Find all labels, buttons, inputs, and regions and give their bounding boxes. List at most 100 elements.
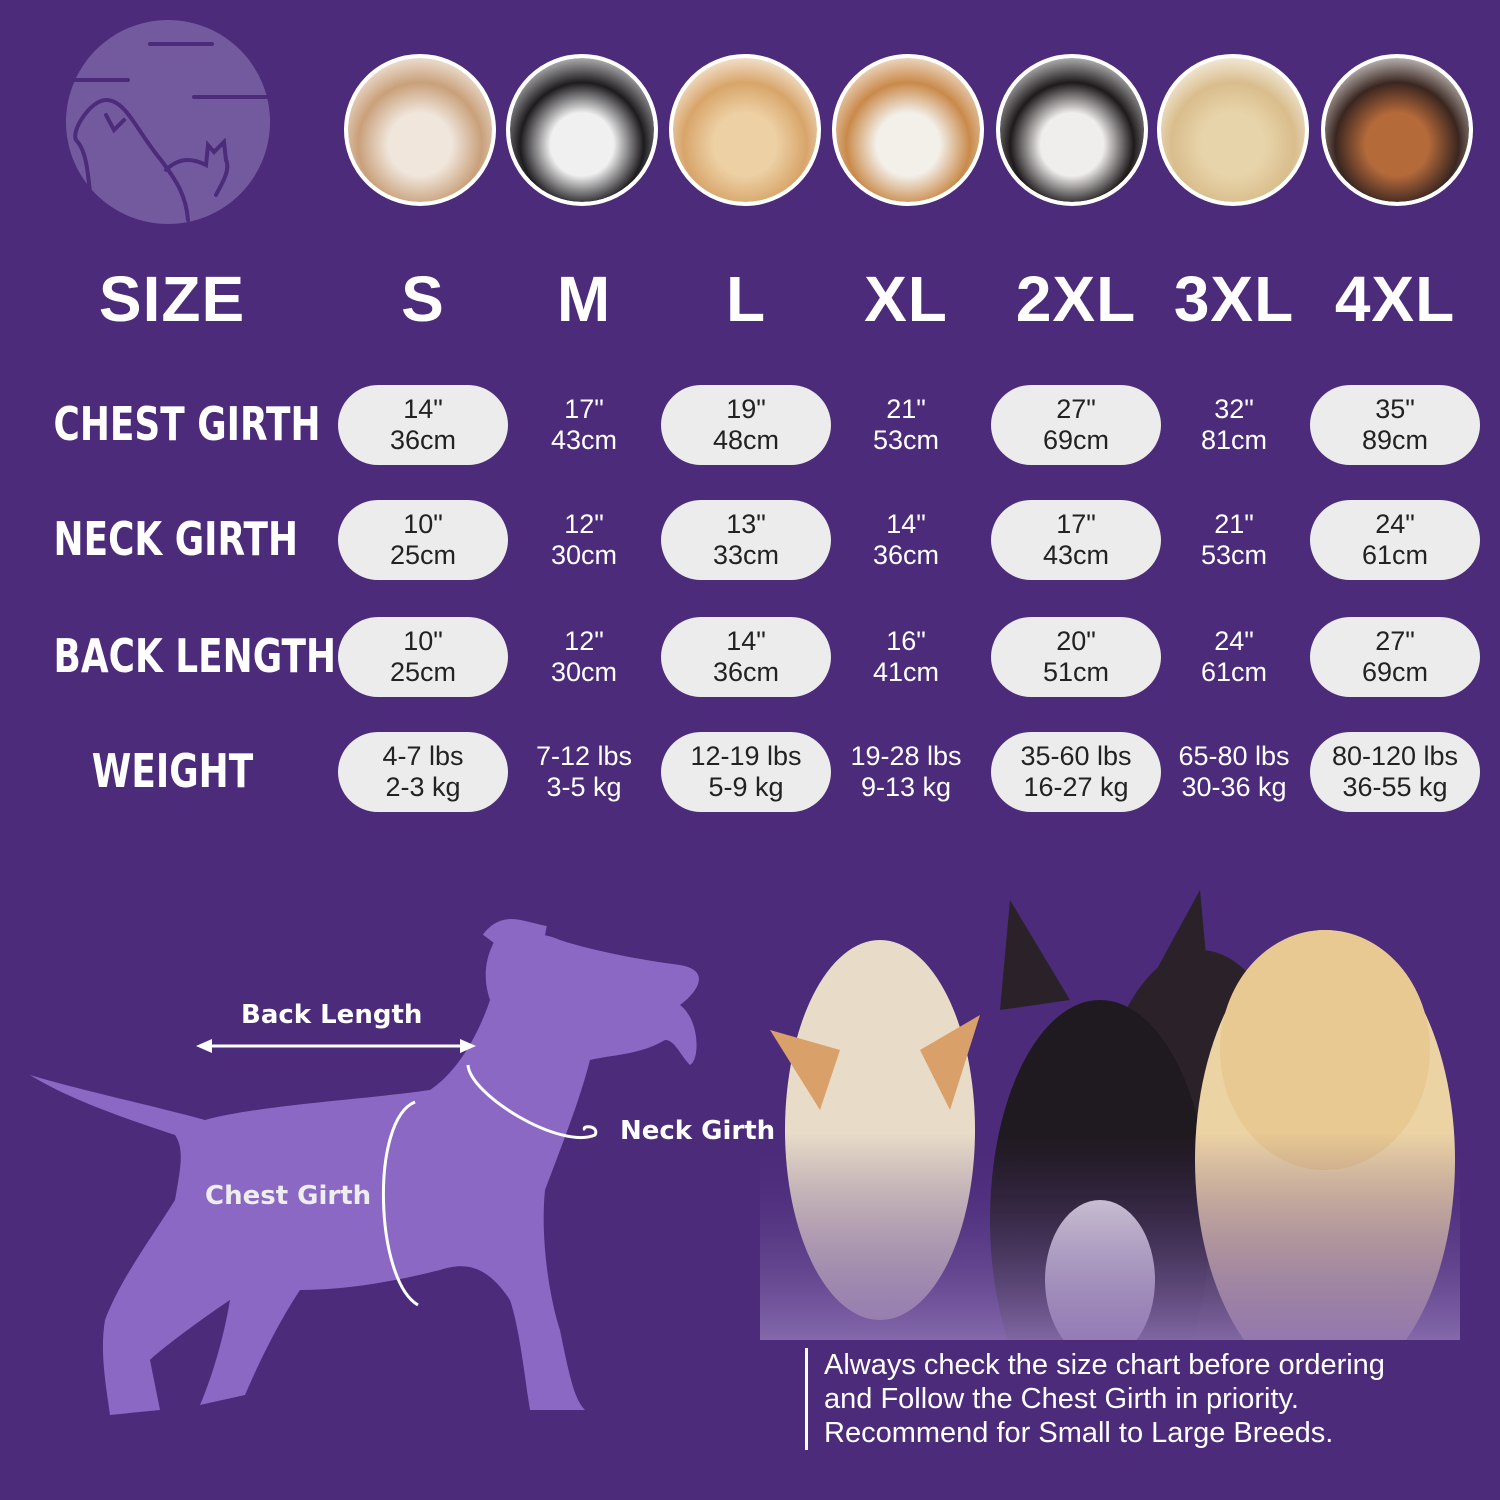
dog-and-cat-logo-icon xyxy=(66,20,270,224)
cell-value: 7-12 lbs xyxy=(535,741,633,771)
cell-value: 13" xyxy=(726,509,766,539)
size-header-2xl: 2XL xyxy=(1015,263,1137,335)
row-label-neck-girth: NECK GIRTH xyxy=(53,512,299,566)
size-cell: 14" 36cm xyxy=(338,385,508,465)
cell-value: 5-9 kg xyxy=(708,772,784,802)
breed-photo-labrador xyxy=(1157,54,1309,206)
size-cell: 32" 81cm xyxy=(1149,385,1319,465)
breed-photo-doberman xyxy=(1321,54,1473,206)
dog-silhouette xyxy=(30,934,699,1415)
three-dogs-photo xyxy=(760,880,1460,1340)
size-header-3xl: 3XL xyxy=(1173,263,1295,335)
cell-value: 19" xyxy=(726,394,766,424)
cell-value: 69cm xyxy=(1361,657,1429,687)
size-cell: 24" 61cm xyxy=(1149,617,1319,697)
size-cell: 27" 69cm xyxy=(1310,617,1480,697)
cell-value: 48cm xyxy=(712,425,780,455)
cell-value: 24" xyxy=(1214,626,1254,656)
cell-value: 10" xyxy=(403,626,443,656)
size-header-m: M xyxy=(556,263,612,335)
cell-value: 4-7 lbs xyxy=(382,741,464,771)
neck-girth-label: Neck Girth xyxy=(620,1116,776,1146)
cell-value: 17" xyxy=(564,394,604,424)
cell-value: 43cm xyxy=(550,425,618,455)
size-cell: 35" 89cm xyxy=(1310,385,1480,465)
size-cell: 19" 48cm xyxy=(661,385,831,465)
size-cell: 17" 43cm xyxy=(499,385,669,465)
cell-value: 36cm xyxy=(712,657,780,687)
cell-value: 17" xyxy=(1056,509,1096,539)
cell-value: 14" xyxy=(726,626,766,656)
size-cell: 24" 61cm xyxy=(1310,500,1480,580)
size-cell: 10" 25cm xyxy=(338,617,508,697)
breed-photo-border-collie xyxy=(996,54,1148,206)
cell-value: 33cm xyxy=(712,540,780,570)
cell-value: 30cm xyxy=(550,657,618,687)
row-label-back-length: BACK LENGTH xyxy=(53,629,337,683)
cell-value: 19-28 lbs xyxy=(850,741,962,771)
cell-value: 61cm xyxy=(1361,540,1429,570)
cell-value: 65-80 lbs xyxy=(1178,741,1290,771)
cell-value: 25cm xyxy=(389,657,457,687)
size-cell: 10" 25cm xyxy=(338,500,508,580)
row-label-weight: WEIGHT xyxy=(91,744,254,798)
cell-value: 12" xyxy=(564,626,604,656)
size-note: Always check the size chart before order… xyxy=(805,1348,1385,1450)
cell-value: 69cm xyxy=(1042,425,1110,455)
size-header-l: L xyxy=(725,263,767,335)
size-cell: 35-60 lbs 16-27 kg xyxy=(991,732,1161,812)
chest-girth-label: Chest Girth xyxy=(205,1181,372,1211)
cell-value: 53cm xyxy=(872,425,940,455)
cell-value: 43cm xyxy=(1042,540,1110,570)
size-cell: 20" 51cm xyxy=(991,617,1161,697)
size-cell: 65-80 lbs 30-36 kg xyxy=(1149,732,1319,812)
cell-value: 3-5 kg xyxy=(546,772,622,802)
size-cell: 14" 36cm xyxy=(821,500,991,580)
cell-value: 61cm xyxy=(1200,657,1268,687)
cell-value: 30-36 kg xyxy=(1181,772,1287,802)
size-cell: 19-28 lbs 9-13 kg xyxy=(821,732,991,812)
back-length-label: Back Length xyxy=(241,1000,423,1030)
cell-value: 81cm xyxy=(1200,425,1268,455)
size-cell: 80-120 lbs 36-55 kg xyxy=(1310,732,1480,812)
size-cell: 21" 53cm xyxy=(821,385,991,465)
cell-value: 27" xyxy=(1056,394,1096,424)
cell-value: 2-3 kg xyxy=(385,772,461,802)
cell-value: 9-13 kg xyxy=(860,772,952,802)
size-header-label: SIZE xyxy=(98,263,246,335)
cell-value: 36cm xyxy=(389,425,457,455)
cell-value: 21" xyxy=(886,394,926,424)
size-cell: 27" 69cm xyxy=(991,385,1161,465)
cell-value: 16-27 kg xyxy=(1023,772,1129,802)
cell-value: 27" xyxy=(1375,626,1415,656)
cell-value: 14" xyxy=(403,394,443,424)
cell-value: 35" xyxy=(1375,394,1415,424)
cell-value: 20" xyxy=(1056,626,1096,656)
size-cell: 13" 33cm xyxy=(661,500,831,580)
cell-value: 12-19 lbs xyxy=(690,741,802,771)
cell-value: 12" xyxy=(564,509,604,539)
size-cell: 14" 36cm xyxy=(661,617,831,697)
size-cell: 16" 41cm xyxy=(821,617,991,697)
breed-photo-shih-tzu xyxy=(344,54,496,206)
cell-value: 16" xyxy=(886,626,926,656)
size-cell: 7-12 lbs 3-5 kg xyxy=(499,732,669,812)
cell-value: 41cm xyxy=(872,657,940,687)
size-header-s: S xyxy=(401,263,445,335)
cell-value: 36-55 kg xyxy=(1342,772,1448,802)
cell-value: 25cm xyxy=(389,540,457,570)
note-line: Always check the size chart before order… xyxy=(824,1349,1385,1381)
cell-value: 30cm xyxy=(550,540,618,570)
cell-value: 24" xyxy=(1375,509,1415,539)
cell-value: 14" xyxy=(886,509,926,539)
row-label-chest-girth: CHEST GIRTH xyxy=(53,397,321,451)
cell-value: 32" xyxy=(1214,394,1254,424)
breed-photo-cocker-spaniel xyxy=(669,54,821,206)
breed-photo-boston-terrier xyxy=(506,54,658,206)
size-cell: 17" 43cm xyxy=(991,500,1161,580)
size-cell: 4-7 lbs 2-3 kg xyxy=(338,732,508,812)
note-line: and Follow the Chest Girth in priority. xyxy=(824,1383,1299,1415)
cell-value: 51cm xyxy=(1042,657,1110,687)
cell-value: 80-120 lbs xyxy=(1331,741,1459,771)
size-cell: 12-19 lbs 5-9 kg xyxy=(661,732,831,812)
